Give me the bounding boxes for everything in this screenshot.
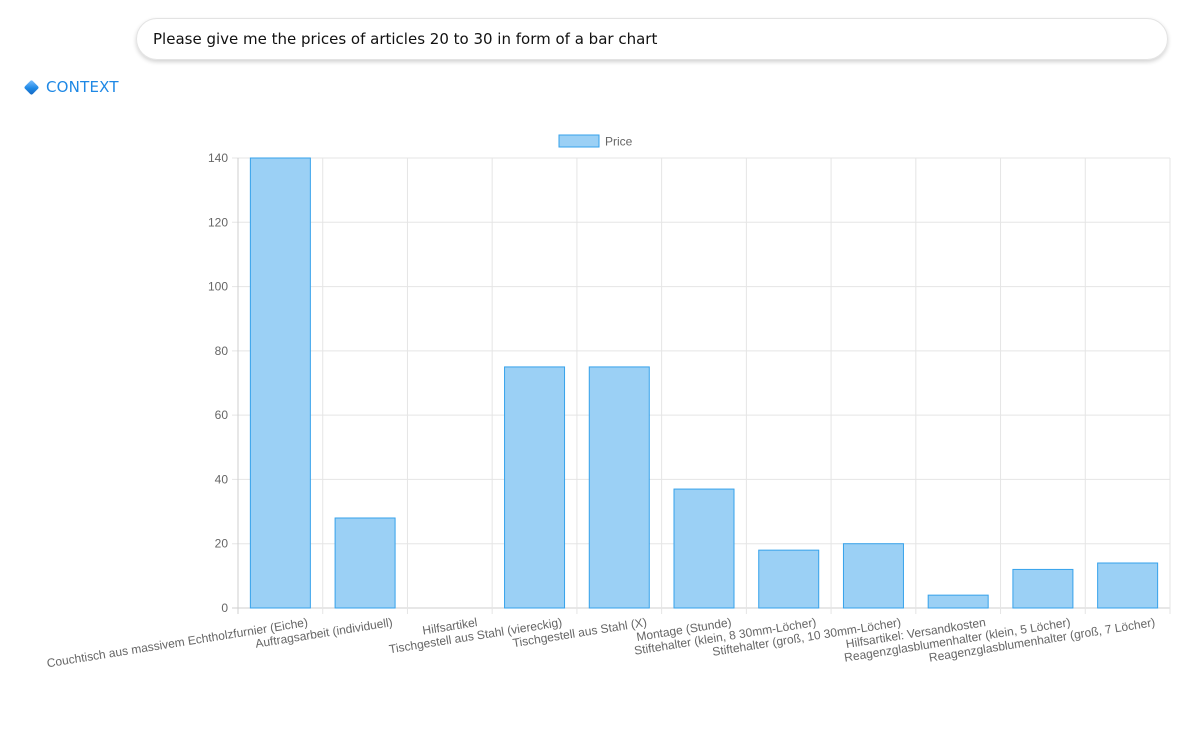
y-tick-label: 60 — [215, 408, 229, 422]
bar[interactable] — [249, 157, 311, 609]
context-label: CONTEXT — [46, 78, 119, 96]
y-tick-label: 20 — [215, 537, 229, 551]
y-tick-label: 0 — [221, 601, 228, 615]
context-link[interactable]: CONTEXT — [23, 78, 119, 96]
legend-swatch[interactable] — [558, 134, 600, 148]
user-prompt-text: Please give me the prices of articles 20… — [153, 30, 658, 48]
bar[interactable] — [334, 517, 396, 609]
y-tick-label: 120 — [208, 215, 228, 229]
bar[interactable] — [842, 543, 904, 609]
bar[interactable] — [673, 488, 735, 609]
y-tick-label: 100 — [208, 280, 228, 294]
y-axis-ticks: 0 20 40 60 80 100 120 140 — [208, 151, 228, 615]
y-tick-label: 80 — [215, 344, 229, 358]
bar[interactable] — [927, 594, 989, 609]
bar[interactable] — [1097, 562, 1159, 609]
bar[interactable] — [1012, 568, 1074, 609]
bar[interactable] — [588, 366, 650, 609]
user-prompt-bubble: Please give me the prices of articles 20… — [136, 18, 1168, 60]
legend-label[interactable]: Price — [605, 135, 633, 149]
bar[interactable] — [504, 366, 566, 609]
bar[interactable] — [758, 549, 820, 609]
y-tick-label: 40 — [215, 472, 229, 486]
chart-legend[interactable]: Price — [558, 134, 633, 149]
x-axis-ticks: Couchtisch aus massivem Echtholzfurnier … — [46, 615, 1156, 670]
y-tick-label: 140 — [208, 151, 228, 165]
chart-bars — [249, 157, 1159, 609]
